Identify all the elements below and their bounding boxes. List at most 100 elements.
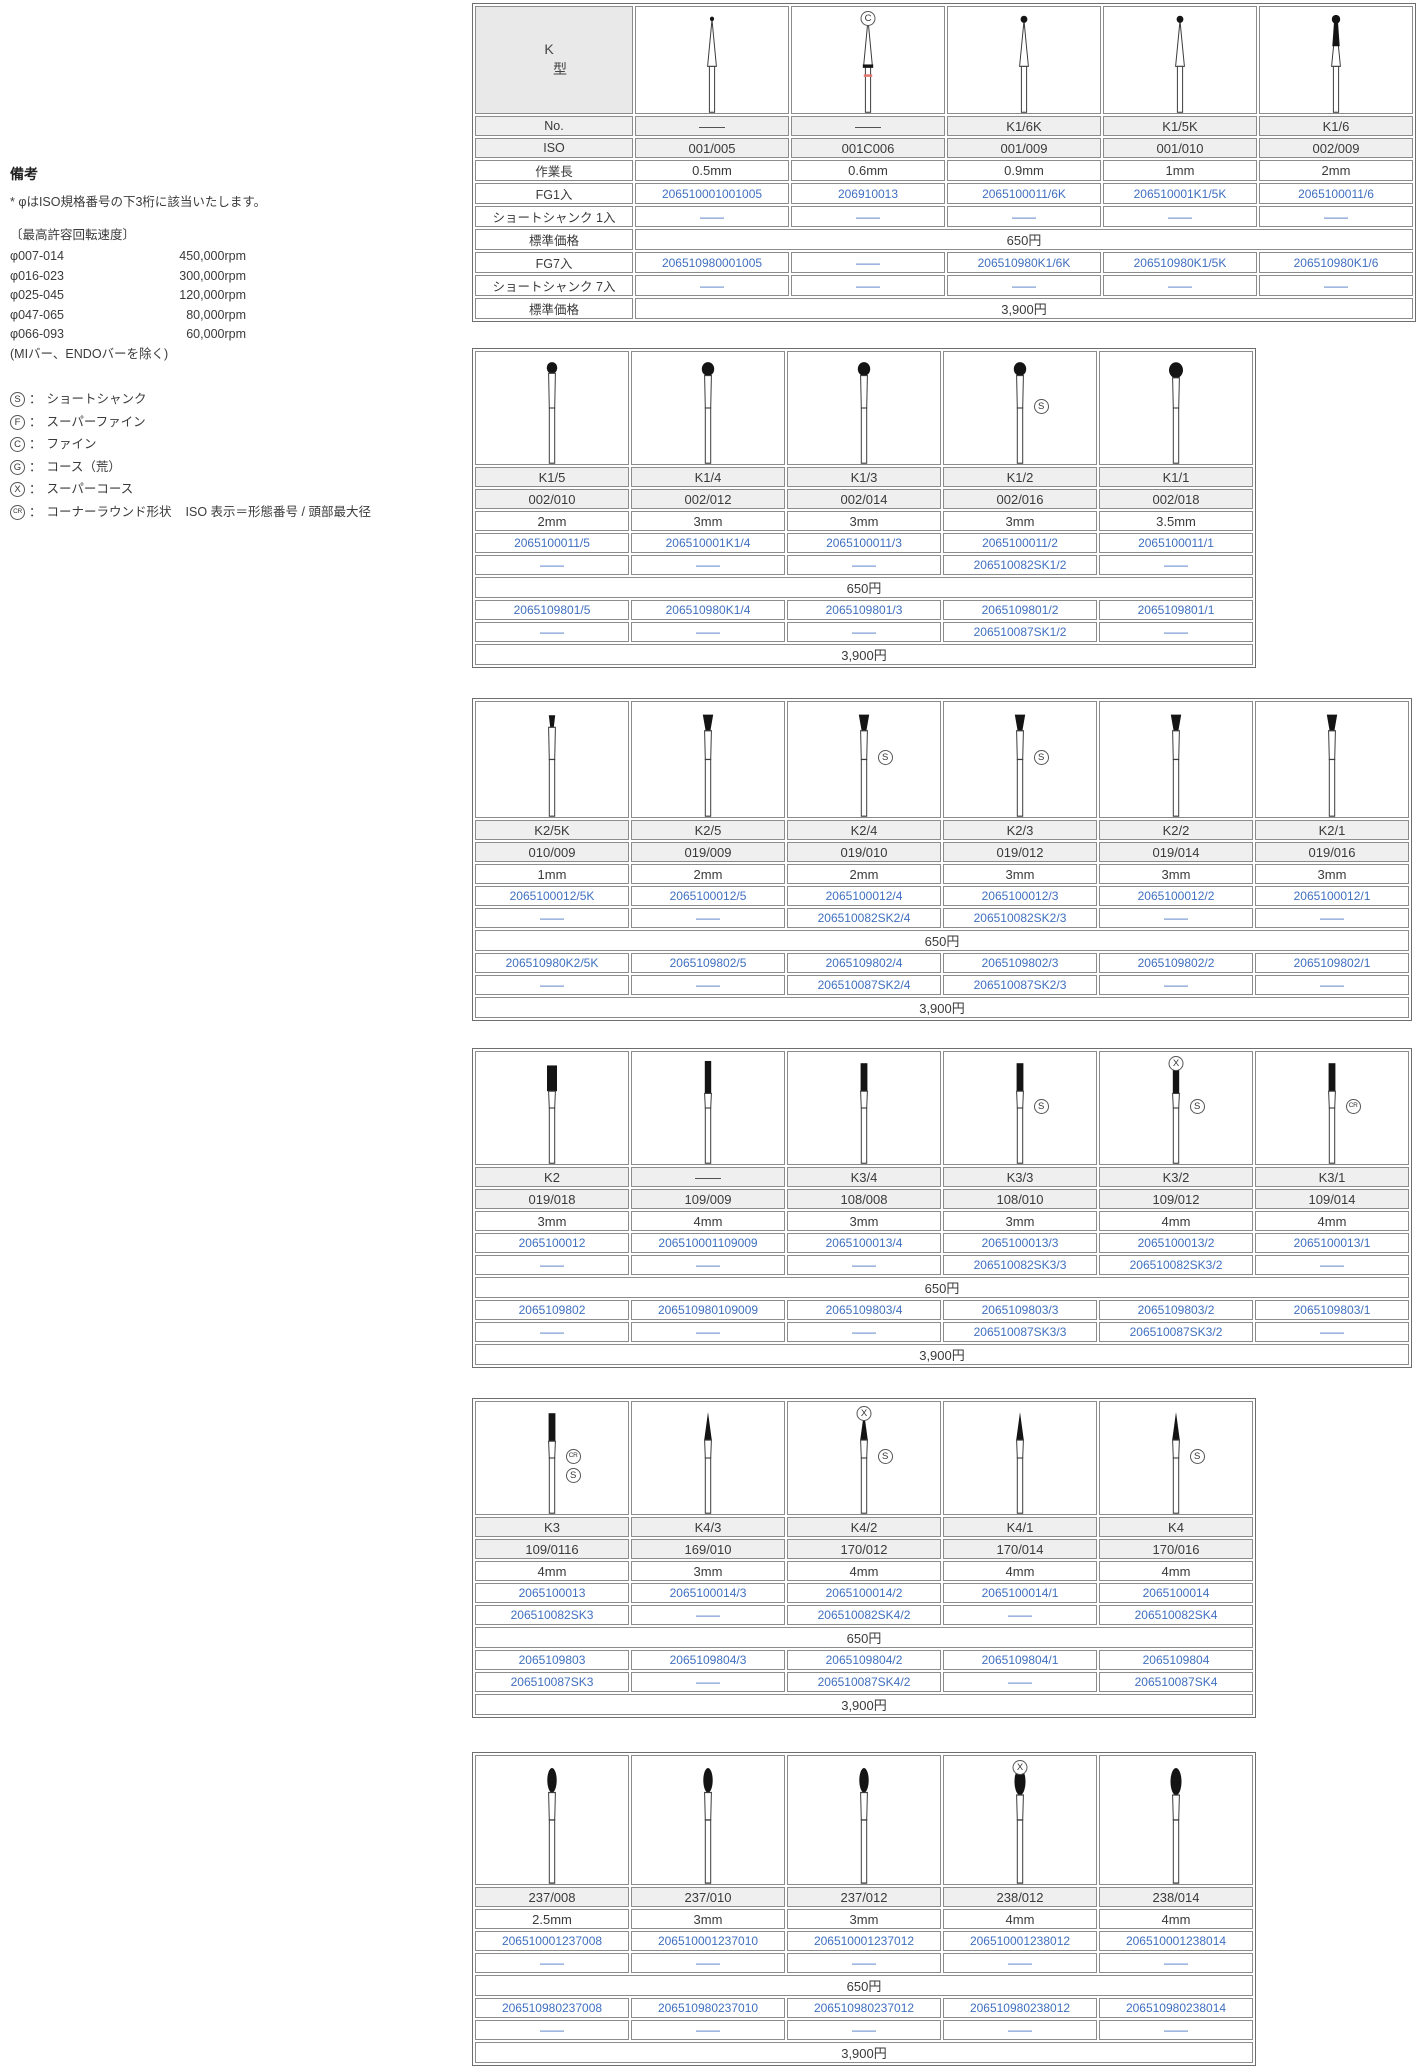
short-shank1-jan-code-cell: 206510082SK4	[1099, 1605, 1253, 1625]
bur-figure	[1256, 702, 1408, 817]
short-shank1-jan-code-cell: ——	[1259, 206, 1413, 227]
grade-mark-icon: S	[1189, 1449, 1205, 1465]
fg1-jan-code-cell: 2065100012/2	[1099, 886, 1253, 906]
working-length-cell: 4mm	[631, 1211, 785, 1231]
speed-limit-box: 〔最高許容回転速度〕 φ007-014 450,000rpm φ016-023 30…	[10, 226, 468, 365]
fg1-row: FG1入 206510001001005 206910013 2065100011/6…	[475, 183, 1413, 204]
row-label-cell: 標準価格	[475, 298, 633, 319]
grade-mark-icon: CR	[1345, 1099, 1361, 1115]
price-cell: 3,900円	[475, 997, 1409, 1018]
fg7-jan-code-cell: 2065109801/1	[1099, 600, 1253, 620]
len-row: 2mm 3mm 3mm 3mm 3.5mm	[475, 511, 1253, 531]
speed-range: φ025-045	[10, 288, 64, 303]
iso-code-cell: 010/009	[475, 842, 629, 862]
product-no-cell: K3/3	[943, 1167, 1097, 1187]
iso-code-cell: 019/016	[1255, 842, 1409, 862]
short-shank1-jan-code-cell: ——	[1099, 555, 1253, 575]
fg7-jan-code-cell: 206510980001005	[635, 252, 789, 273]
short-shank1-jan-code-cell: ——	[1099, 908, 1253, 928]
legend-separator: ：	[29, 459, 42, 474]
working-length-cell: 3mm	[631, 1561, 785, 1581]
price-cell: 650円	[475, 1277, 1409, 1298]
fg7-jan-code-cell: 2065109803	[475, 1650, 629, 1670]
iso-code-cell: 109/012	[1099, 1189, 1253, 1209]
fg1-jan-code-cell: 2065100014/2	[787, 1583, 941, 1603]
short-shank1-jan-code-cell: ——	[631, 1953, 785, 1973]
grade-mark-icon: X	[1012, 1760, 1028, 1775]
working-length-cell: 2mm	[631, 864, 785, 884]
bur-icon	[636, 7, 788, 113]
working-length-cell: 4mm	[1099, 1909, 1253, 1929]
bur-figure	[944, 1402, 1096, 1514]
type-name-line1: K	[544, 41, 554, 57]
side-marks: S	[1189, 1449, 1205, 1465]
grade-mark-icon: S	[1189, 1099, 1205, 1115]
row-label-cell: FG1入	[475, 183, 633, 204]
fg1-jan-code-cell: 2065100012/1	[1255, 886, 1409, 906]
bur-figure	[1104, 7, 1256, 113]
iso-code-cell: 169/010	[631, 1539, 785, 1559]
bur-figure: S	[944, 1052, 1096, 1164]
product-no-cell: K3/2	[1099, 1167, 1253, 1187]
bur-image-cell	[947, 6, 1101, 114]
bur-icon	[944, 1402, 1096, 1514]
bur-image-row: X	[475, 1755, 1253, 1885]
speed-range: φ047-065	[10, 307, 64, 322]
bur-image-cell	[631, 701, 785, 818]
fg1-jan-code-cell: 2065100011/2	[943, 533, 1097, 553]
bur-figure: CR S	[476, 1402, 628, 1514]
bur-image-cell: S	[787, 701, 941, 818]
bur-icon	[944, 1052, 1096, 1164]
price-row: 3,900円	[475, 644, 1253, 665]
bur-figure: S	[1100, 1402, 1252, 1514]
short-shank1-jan-code-cell: 206510082SK2/4	[787, 908, 941, 928]
ss7-row: ショートシャンク 7入 —— —— —— —— ——	[475, 275, 1413, 296]
price-row: 3,900円	[475, 2042, 1253, 2063]
price-row: 650円	[475, 1277, 1409, 1298]
bur-image-row: CR S X S S	[475, 1401, 1253, 1515]
speed-limit-list: φ007-014 450,000rpm φ016-023 300,000rpm φ0…	[10, 247, 468, 344]
price-row: 3,900円	[475, 1344, 1409, 1365]
short-shank7-jan-code-cell: ——	[791, 275, 945, 296]
fg1-jan-code-cell: 2065100013/1	[1255, 1233, 1409, 1253]
short-shank7-jan-code-cell: ——	[475, 1322, 629, 1342]
short-shank7-jan-code-cell: 206510087SK1/2	[943, 622, 1097, 642]
fg1-jan-code-cell: 2065100014/1	[943, 1583, 1097, 1603]
price-cell: 3,900円	[635, 298, 1413, 319]
bur-icon	[788, 1052, 940, 1164]
short-shank7-jan-code-cell: ——	[631, 975, 785, 995]
corner-round-mark-icon: CR	[10, 504, 25, 520]
iso-code-cell: 238/012	[943, 1887, 1097, 1907]
short-shank1-jan-code-cell: ——	[631, 555, 785, 575]
bur-figure: X	[944, 1756, 1096, 1884]
ss1-row: ショートシャンク 1入 —— —— —— —— ——	[475, 206, 1413, 227]
catalog-table-6: X 237/008 237/010 237/012 238/012 238/014 2.5m…	[472, 1752, 1256, 2066]
working-length-cell: 3mm	[631, 511, 785, 531]
row-label-cell: FG7入	[475, 252, 633, 273]
short-shank7-jan-code-cell: 206510087SK4	[1099, 1672, 1253, 1692]
bur-icon	[632, 702, 784, 817]
working-length-cell: 0.9mm	[947, 160, 1101, 181]
short-shank1-jan-code-cell: ——	[787, 555, 941, 575]
bur-image-cell	[635, 6, 789, 114]
short-shank1-jan-code-cell: ——	[631, 1605, 785, 1625]
working-length-cell: 3mm	[787, 1211, 941, 1231]
short-shank1-jan-code-cell: ——	[1255, 1255, 1409, 1275]
product-no-cell: ——	[791, 116, 945, 136]
fg7-jan-code-cell: 2065109802/4	[787, 953, 941, 973]
short-shank7-jan-code-cell: ——	[631, 622, 785, 642]
bur-image-cell	[475, 701, 629, 818]
iso-code-cell: 238/014	[1099, 1887, 1253, 1907]
ss7-row: —— —— —— —— ——	[475, 2020, 1253, 2040]
fg1-jan-code-cell: 206510001K1/4	[631, 533, 785, 553]
bur-icon	[788, 352, 940, 464]
product-no-cell: K3	[475, 1517, 629, 1537]
remarks-title: 備考	[10, 166, 38, 182]
speed-rpm: 450,000rpm	[179, 249, 246, 264]
fg7-row: 2065109803 2065109804/3 2065109804/2 206510…	[475, 1650, 1253, 1670]
speed-range: φ066-093	[10, 326, 64, 341]
working-length-cell: 3mm	[943, 864, 1097, 884]
bur-image-cell	[787, 351, 941, 465]
